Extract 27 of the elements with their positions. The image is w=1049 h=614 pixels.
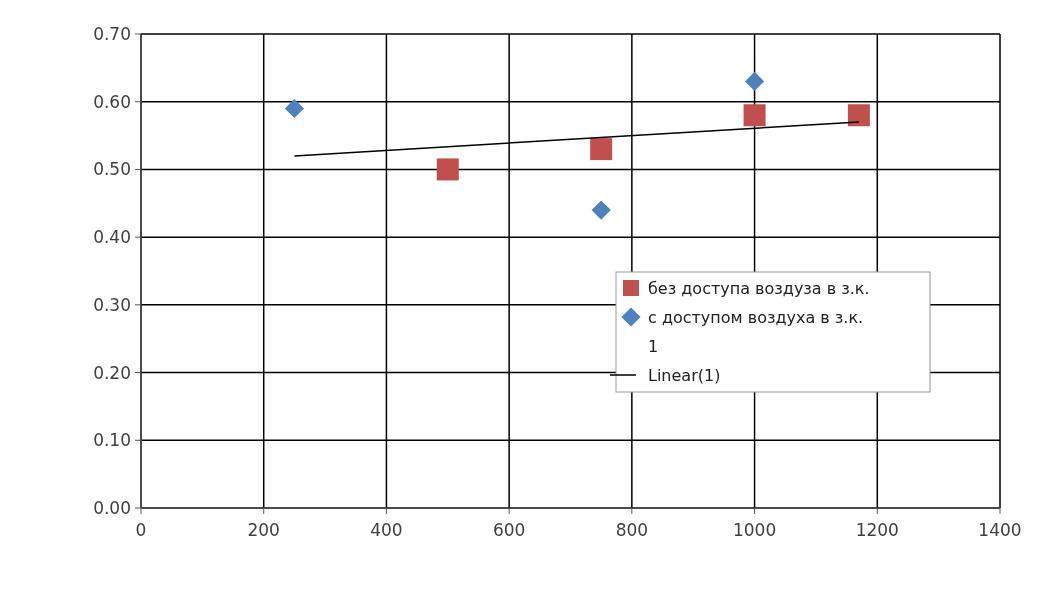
legend-label: Linear(1) <box>648 366 721 385</box>
point <box>847 104 870 127</box>
x-tick-label: 0 <box>135 520 147 540</box>
x-tick-label: 800 <box>615 520 649 540</box>
y-tick-label: 0.10 <box>93 430 131 451</box>
legend-label: с доступом воздуха в з.к. <box>648 308 864 327</box>
x-tick-label: 1400 <box>978 520 1022 540</box>
x-tick-label: 400 <box>370 520 403 540</box>
point <box>436 158 459 181</box>
point <box>591 200 611 220</box>
x-tick-label: 1200 <box>855 520 899 540</box>
y-tick-label: 0.30 <box>93 294 131 315</box>
y-tick-label: 0.00 <box>93 498 131 518</box>
y-tick-label: 0.40 <box>93 227 131 248</box>
y-tick-label: 0.60 <box>93 91 131 112</box>
point <box>590 138 613 161</box>
text: 1 <box>648 337 659 356</box>
point <box>284 98 304 119</box>
x-tick-label: 200 <box>247 520 280 540</box>
point <box>744 71 765 91</box>
y-tick-label: 0.50 <box>93 159 131 180</box>
x-tick-label: 600 <box>492 520 526 540</box>
point <box>743 104 766 127</box>
legend-label: без доступа воздуза в з.к. <box>648 279 870 298</box>
y-tick-label: 0.70 <box>93 24 131 44</box>
x-tick-label: 1000 <box>732 520 777 540</box>
y-tick-label: 0.20 <box>93 362 131 383</box>
